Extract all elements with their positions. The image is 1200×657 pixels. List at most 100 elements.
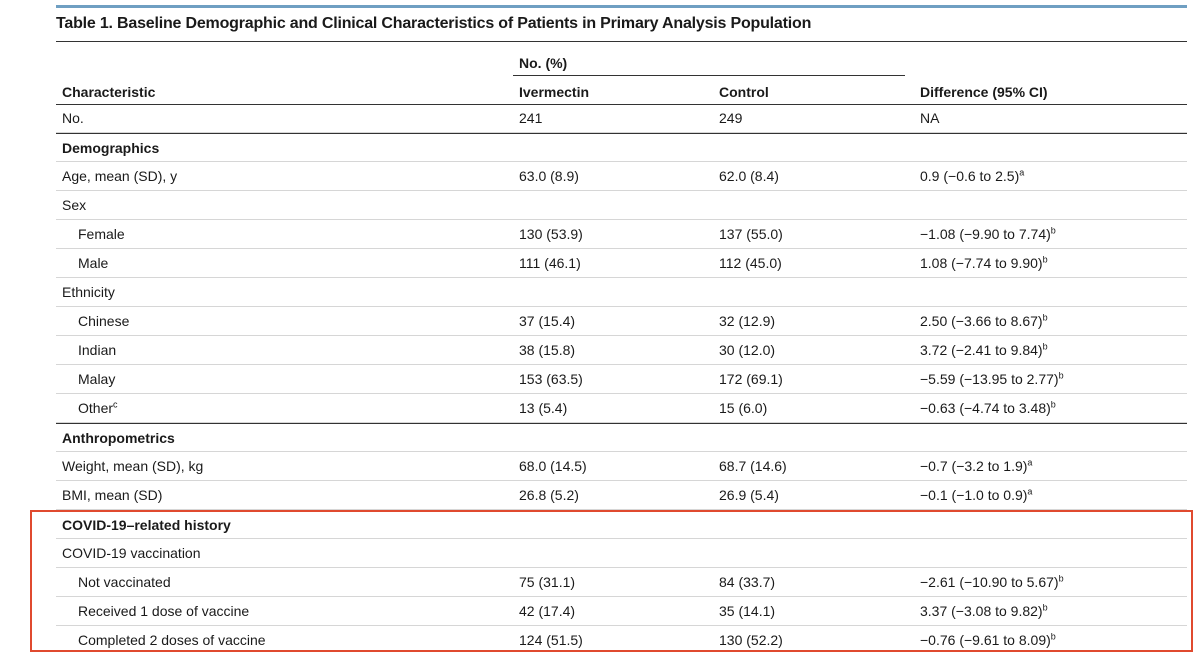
table-row: Weight, mean (SD), kg 68.0 (14.5) 68.7 (14… <box>56 452 1187 481</box>
row-label: Demographics <box>62 140 160 156</box>
control-value: 112 (45.0) <box>719 255 782 271</box>
row-label: Age, mean (SD), y <box>62 168 178 184</box>
footnote-marker: b <box>1058 370 1064 381</box>
difference-value: 2.50 (−3.66 to 8.67)b <box>920 312 1048 329</box>
footnote-marker: a <box>1019 167 1025 178</box>
table-top-accent-rule <box>56 5 1187 8</box>
table-row: Indian 38 (15.8) 30 (12.0) 3.72 (−2.41 to 9… <box>56 336 1187 365</box>
table-row: Ethnicity <box>56 278 1187 307</box>
difference-value: 0.9 (−0.6 to 2.5)a <box>920 167 1025 184</box>
row-label: No. <box>62 110 84 126</box>
ivermectin-value: 13 (5.4) <box>519 400 568 416</box>
footnote-marker: b <box>1050 631 1056 642</box>
ivermectin-value: 241 <box>519 110 543 126</box>
footnote-marker: b <box>1058 573 1064 584</box>
table-row: BMI, mean (SD) 26.8 (5.2) 26.9 (5.4) −0.1 (… <box>56 481 1187 510</box>
control-value: 137 (55.0) <box>719 226 783 242</box>
footnote-marker: b <box>1042 602 1048 613</box>
header-ivermectin: Ivermectin <box>519 84 590 100</box>
difference-value: −0.76 (−9.61 to 8.09)b <box>920 631 1056 648</box>
difference-value: 3.37 (−3.08 to 9.82)b <box>920 602 1048 619</box>
footnote-marker: b <box>1042 312 1048 323</box>
title-divider <box>56 41 1187 42</box>
difference-value: −2.61 (−10.90 to 5.67)b <box>920 573 1064 590</box>
footnote-marker: b <box>1050 399 1056 410</box>
table-row: Malay 153 (63.5) 172 (69.1) −5.59 (−13.95 t… <box>56 365 1187 394</box>
table-row: Demographics <box>56 133 1187 162</box>
table-body: No. 241 249 NA Demographics Age, mean (SD), y… <box>56 104 1187 655</box>
row-label: Male <box>78 255 109 271</box>
header-characteristic: Characteristic <box>62 84 156 100</box>
ivermectin-value: 111 (46.1) <box>519 255 581 271</box>
row-label: Female <box>78 226 125 242</box>
table-row: Not vaccinated 75 (31.1) 84 (33.7) −2.61 (−… <box>56 568 1187 597</box>
difference-value: −1.08 (−9.90 to 7.74)b <box>920 225 1056 242</box>
control-value: 15 (6.0) <box>719 400 768 416</box>
ivermectin-value: 37 (15.4) <box>519 313 576 329</box>
ivermectin-value: 68.0 (14.5) <box>519 458 587 474</box>
header-control: Control <box>719 84 769 100</box>
table-row: Female 130 (53.9) 137 (55.0) −1.08 (−9.90 t… <box>56 220 1187 249</box>
header-difference: Difference (95% CI) <box>920 84 1048 100</box>
row-label: Otherc <box>78 399 118 416</box>
difference-value: −5.59 (−13.95 to 2.77)b <box>920 370 1064 387</box>
no-pct-spanner-rule <box>513 75 905 76</box>
row-label: BMI, mean (SD) <box>62 487 163 503</box>
control-value: 32 (12.9) <box>719 313 776 329</box>
footnote-marker: b <box>1042 254 1048 265</box>
row-label: Weight, mean (SD), kg <box>62 458 204 474</box>
row-label: Malay <box>78 371 116 387</box>
ivermectin-value: 75 (31.1) <box>519 574 576 590</box>
difference-value: −0.7 (−3.2 to 1.9)a <box>920 457 1033 474</box>
control-value: 35 (14.1) <box>719 603 776 619</box>
ivermectin-value: 63.0 (8.9) <box>519 168 579 184</box>
row-label: Completed 2 doses of vaccine <box>78 632 266 648</box>
row-label: COVID-19–related history <box>62 517 231 533</box>
control-value: 26.9 (5.4) <box>719 487 779 503</box>
header-divider <box>56 104 1187 105</box>
ivermectin-value: 153 (63.5) <box>519 371 583 387</box>
table-row: Chinese 37 (15.4) 32 (12.9) 2.50 (−3.66 to … <box>56 307 1187 336</box>
table-row: Sex <box>56 191 1187 220</box>
table-row: Age, mean (SD), y 63.0 (8.9) 62.0 (8.4) 0.9… <box>56 162 1187 191</box>
footnote-marker: b <box>1050 225 1056 236</box>
row-label: Received 1 dose of vaccine <box>78 603 250 619</box>
table-row: COVID-19–related history <box>56 510 1187 539</box>
table-row: Completed 2 doses of vaccine 124 (51.5) 13… <box>56 626 1187 655</box>
footnote-marker: b <box>1042 341 1048 352</box>
table-row: COVID-19 vaccination <box>56 539 1187 568</box>
row-label: Anthropometrics <box>62 430 175 446</box>
ivermectin-value: 38 (15.8) <box>519 342 576 358</box>
difference-value: 3.72 (−2.41 to 9.84)b <box>920 341 1048 358</box>
row-label: COVID-19 vaccination <box>62 545 201 561</box>
row-label: Sex <box>62 197 87 213</box>
difference-value: −0.63 (−4.74 to 3.48)b <box>920 399 1056 416</box>
control-value: 84 (33.7) <box>719 574 776 590</box>
footnote-marker: c <box>113 399 118 410</box>
difference-value: −0.1 (−1.0 to 0.9)a <box>920 486 1033 503</box>
row-label: Ethnicity <box>62 284 115 300</box>
ivermectin-value: 124 (51.5) <box>519 632 583 648</box>
difference-value: NA <box>920 110 940 126</box>
row-label: Chinese <box>78 313 130 329</box>
table-row: Received 1 dose of vaccine 42 (17.4) 35 (1… <box>56 597 1187 626</box>
control-value: 172 (69.1) <box>719 371 783 387</box>
row-label: Indian <box>78 342 117 358</box>
control-value: 62.0 (8.4) <box>719 168 779 184</box>
table-row: Otherc 13 (5.4) 15 (6.0) −0.63 (−4.74 to 3.… <box>56 394 1187 423</box>
control-value: 30 (12.0) <box>719 342 776 358</box>
control-value: 249 <box>719 110 743 126</box>
difference-value: 1.08 (−7.74 to 9.90)b <box>920 254 1048 271</box>
table-row: Male 111 (46.1) 112 (45.0) 1.08 (−7.74 to 9… <box>56 249 1187 278</box>
control-value: 130 (52.2) <box>719 632 783 648</box>
table-row: No. 241 249 NA <box>56 104 1187 133</box>
table-row: Anthropometrics <box>56 423 1187 452</box>
control-value: 68.7 (14.6) <box>719 458 787 474</box>
ivermectin-value: 130 (53.9) <box>519 226 583 242</box>
ivermectin-value: 26.8 (5.2) <box>519 487 579 503</box>
header-no-pct: No. (%) <box>519 55 568 71</box>
ivermectin-value: 42 (17.4) <box>519 603 576 619</box>
table-title: Table 1. Baseline Demographic and Clinic… <box>56 15 812 32</box>
footnote-marker: a <box>1027 457 1033 468</box>
footnote-marker: a <box>1027 486 1033 497</box>
